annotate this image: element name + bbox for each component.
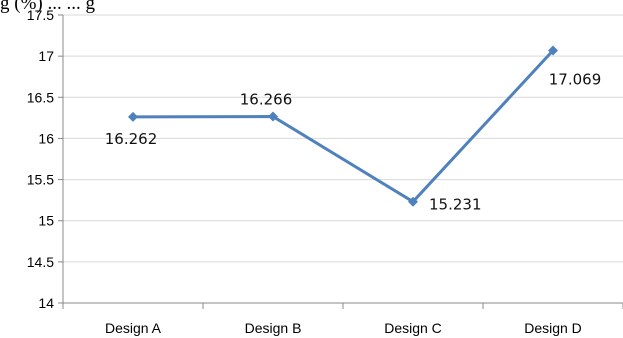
data-point-marker xyxy=(548,45,558,56)
data-point-marker xyxy=(128,111,138,122)
data-label: 16.266 xyxy=(240,91,293,109)
y-tick-label: 14 xyxy=(38,295,54,311)
data-point-marker xyxy=(268,111,278,122)
x-tick-label: Design D xyxy=(524,320,582,336)
y-tick-label: 14.5 xyxy=(27,254,54,270)
data-labels: 16.262 16.266 15.231 17.069 xyxy=(105,70,602,213)
chart-title-fragment: g (%) ... ... g xyxy=(0,0,95,14)
x-tick-label: Design C xyxy=(384,320,442,336)
y-tick-label: 16 xyxy=(38,130,54,146)
axes xyxy=(58,14,623,309)
data-point-marker xyxy=(408,196,418,207)
y-tick-label: 17 xyxy=(38,48,54,64)
data-label: 15.231 xyxy=(429,196,482,214)
data-label: 16.262 xyxy=(105,130,158,148)
y-tick-label: 16.5 xyxy=(27,89,54,105)
y-tick-label: 15 xyxy=(38,213,54,229)
data-label: 17.069 xyxy=(549,70,602,88)
x-tick-label: Design A xyxy=(105,320,162,336)
y-tick-label: 15.5 xyxy=(27,172,54,188)
y-tick-label: 17.5 xyxy=(27,7,54,23)
series xyxy=(128,45,558,207)
y-tick-labels: 14 14.5 15 15.5 16 16.5 17 17.5 xyxy=(27,7,54,311)
gridlines xyxy=(63,14,623,263)
x-tick-labels: Design A Design B Design C Design D xyxy=(105,320,582,336)
x-tick-label: Design B xyxy=(245,320,302,336)
series-line xyxy=(132,49,555,204)
